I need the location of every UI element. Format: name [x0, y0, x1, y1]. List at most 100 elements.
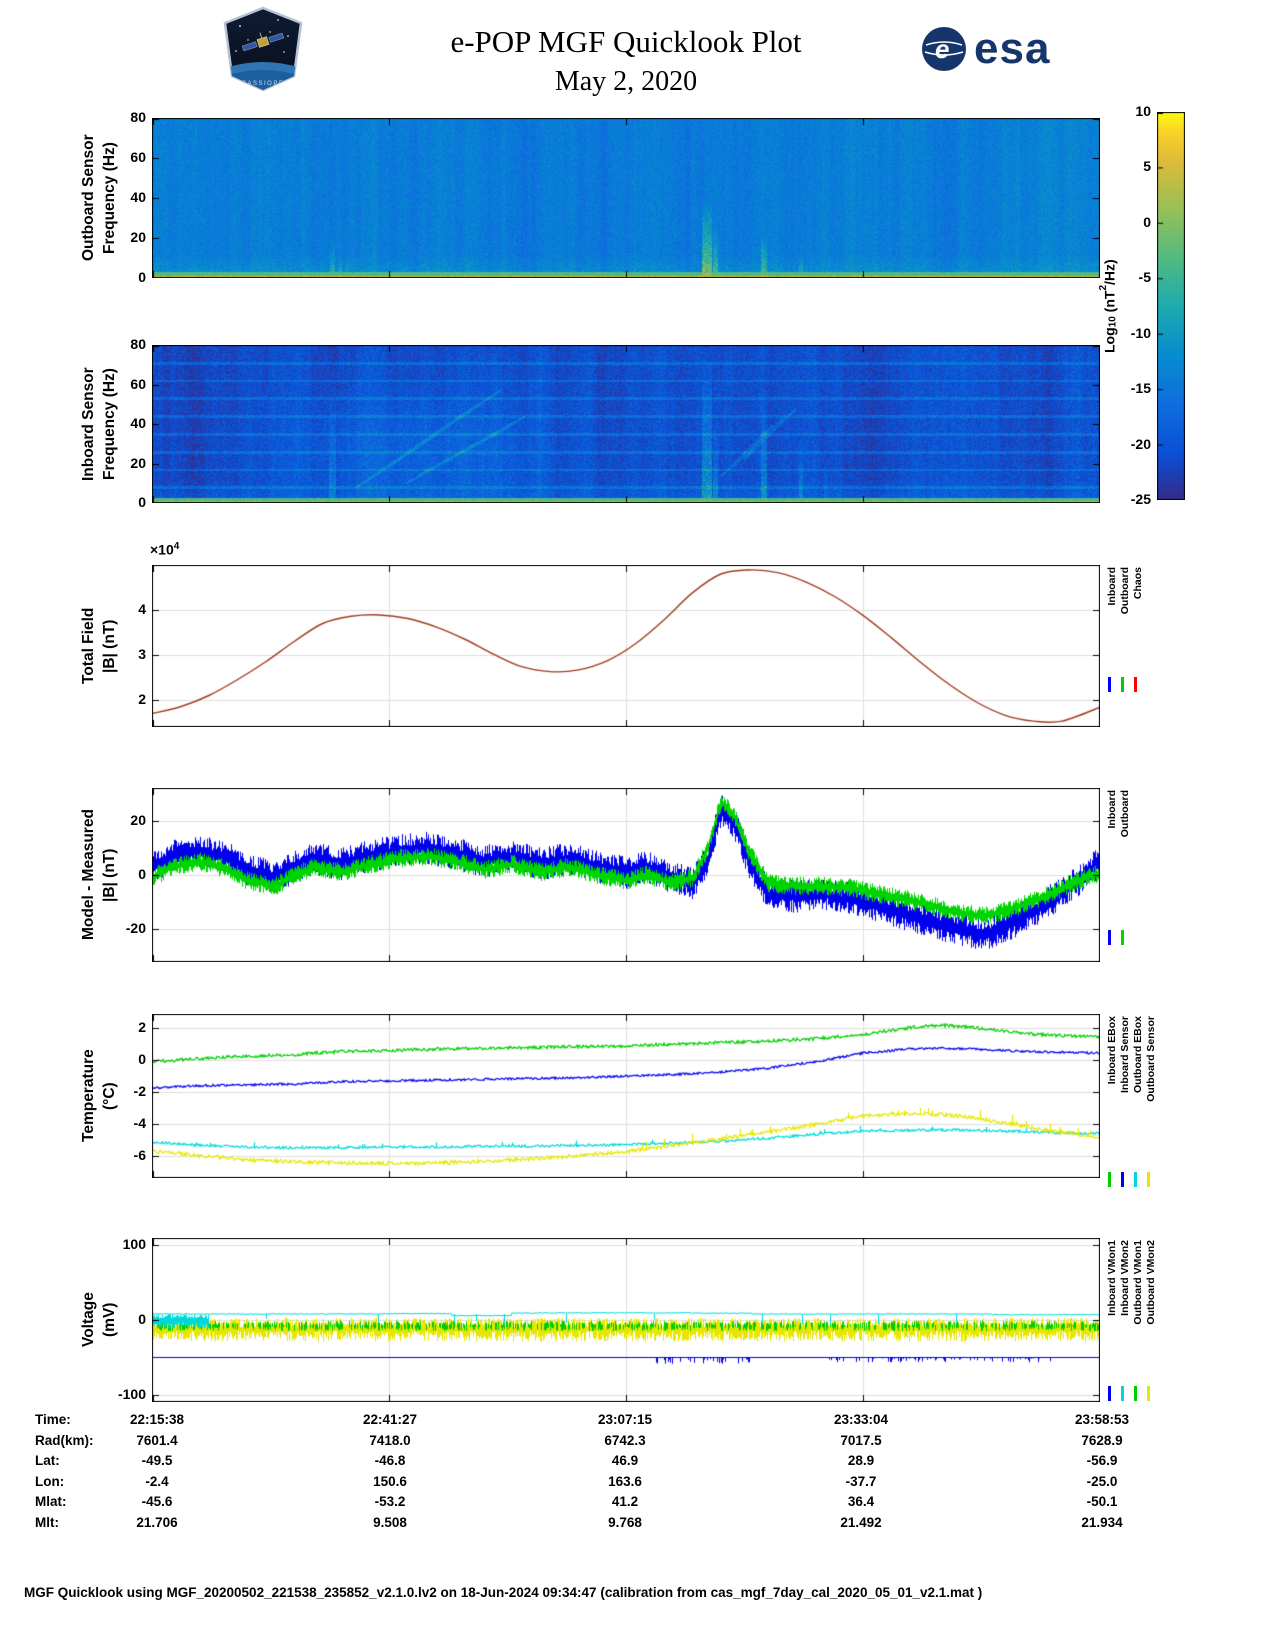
table-cell: 7418.0: [369, 1432, 411, 1448]
y-tick-label: -2: [133, 1083, 146, 1100]
table-cell: 7017.5: [840, 1432, 882, 1448]
legend-color-marker: [1108, 930, 1111, 945]
table-cell: 9.508: [373, 1515, 407, 1530]
page-title: e-POP MGF Quicklook Plot: [450, 24, 802, 59]
colorbar: 10 5 0 -5 -10 -15 -20 -25: [1131, 103, 1185, 507]
y-tick-label: 60: [130, 375, 146, 392]
cassiope-label: CASSIOPE: [242, 81, 285, 87]
figure-titles: e-POP MGF Quicklook Plot May 2, 2020: [0, 24, 1252, 98]
table-cell: 150.6: [373, 1473, 407, 1489]
plot-date: May 2, 2020: [554, 66, 698, 97]
table-cell: -25.0: [1086, 1473, 1118, 1489]
inboard-spectrogram-panel: 0 20 40 60 80: [130, 336, 1100, 510]
colorbar-tick-label: 10: [1135, 103, 1151, 119]
y-tick-label: 80: [130, 109, 146, 125]
legend-label: Chaos: [1132, 567, 1144, 600]
colorbar-label: Log10 (nT2/Hz): [1098, 259, 1119, 353]
table-cell: -49.5: [141, 1453, 173, 1469]
total-field-panel-canvas: [152, 565, 1100, 727]
legend-color-marker: [1108, 677, 1111, 692]
model-minus-measured-panel: -20 0 20 Inboard Outboard: [126, 788, 1131, 962]
legend-label: Outboard Sensor: [1145, 1016, 1157, 1102]
y-tick-label: 2: [138, 691, 146, 707]
y-tick-label: 3: [138, 646, 146, 662]
legend-color-marker: [1147, 1386, 1150, 1401]
table-cell: 9.768: [608, 1515, 642, 1530]
model-minus-measured-panel-canvas: [152, 788, 1100, 962]
legend-color-marker: [1134, 677, 1137, 692]
legend-color-marker: [1147, 1172, 1150, 1187]
table-row-label: Mlt:: [35, 1515, 59, 1530]
y-tick-label: 20: [130, 229, 146, 245]
table-cell: 28.9: [847, 1453, 875, 1469]
esa-logo: e esa: [920, 24, 1050, 74]
table-cell: 36.4: [847, 1494, 875, 1510]
table-cell: 23:07:15: [597, 1412, 653, 1427]
legend-label: Outboard VMon2: [1145, 1240, 1157, 1325]
footer-note: MGF Quicklook using MGF_20200502_221538_…: [24, 1585, 983, 1600]
y-tick-label: 0: [138, 1311, 146, 1327]
legend-color-marker: [1121, 1386, 1124, 1401]
outboard-spectrogram-panel: 0 20 40 60 80: [130, 109, 1100, 285]
legend-label: Inboard VMon2: [1119, 1240, 1131, 1316]
total-field-panel: 2 3 4 Inboard Outboard Chaos: [138, 565, 1144, 727]
table-cell: 7601.4: [136, 1432, 178, 1448]
y-tick-label: -100: [117, 1385, 146, 1402]
table-cell: -53.2: [374, 1494, 406, 1510]
legend-color-marker: [1108, 1386, 1111, 1401]
y-tick-label: -6: [133, 1146, 146, 1163]
table-cell: 6742.3: [604, 1432, 646, 1448]
inboard-spectrogram-panel-canvas: [152, 345, 1100, 503]
voltage-panel-canvas: [152, 1238, 1100, 1402]
table-row-label: Time:: [35, 1412, 71, 1427]
table-cell: 21.492: [840, 1515, 882, 1530]
temperature-panel-canvas: [152, 1014, 1100, 1178]
cassiope-mission-patch: CASSIOPE: [223, 6, 303, 92]
colorbar-tick-label: -25: [1130, 491, 1151, 507]
y-tick-label: -20: [125, 920, 146, 937]
outboard-spectrogram-panel-canvas: [152, 118, 1100, 278]
legend-label: Inboard: [1106, 567, 1118, 606]
colorbar-tick-label: 0: [1143, 213, 1151, 230]
table-row-label: Lon:: [35, 1473, 65, 1489]
table-cell: 7628.9: [1081, 1432, 1123, 1448]
legend-label: Inboard: [1106, 790, 1118, 829]
legend-color-marker: [1134, 1386, 1137, 1401]
table-cell: -50.1: [1086, 1494, 1118, 1510]
y-tick-label: 40: [130, 189, 146, 205]
colorbar-tick-label: -20: [1130, 435, 1151, 452]
table-cell: 23:58:53: [1074, 1412, 1130, 1427]
y-tick-label: 0: [138, 866, 146, 882]
y-tick-label: 40: [130, 415, 146, 431]
y-tick-label: 100: [122, 1236, 146, 1253]
legend-label: Outboard VMon1: [1132, 1240, 1144, 1325]
legend-label: Inboard Sensor: [1119, 1016, 1131, 1094]
table-cell: -56.9: [1086, 1453, 1118, 1469]
esa-emblem-icon: e: [922, 27, 966, 71]
colorbar-canvas: [1157, 112, 1185, 500]
table-cell: 46.9: [611, 1453, 639, 1469]
colorbar-tick-label: -5: [1138, 269, 1151, 286]
table-cell: 23:33:04: [833, 1412, 889, 1427]
table-cell: -2.4: [145, 1473, 169, 1489]
table-cell: 41.2: [611, 1494, 639, 1510]
temperature-panel: 2 0 -2 -4 -6 Inboard EBox Inboard Sensor Outboa…: [134, 1014, 1157, 1187]
table-row-label: Lat:: [35, 1453, 60, 1469]
table-cell: 22:41:27: [362, 1412, 418, 1427]
y-tick-label: 20: [130, 454, 146, 471]
legend-label: Outboard EBox: [1132, 1016, 1144, 1094]
colorbar-tick-label: 5: [1143, 158, 1151, 175]
y-tick-label: 0: [138, 494, 146, 510]
legend-color-marker: [1121, 677, 1124, 692]
table-row-label: Rad(km):: [35, 1432, 94, 1448]
table-cell: 22:15:38: [129, 1412, 185, 1427]
legend-color-marker: [1108, 1172, 1111, 1187]
colorbar-tick-label: -15: [1130, 380, 1151, 397]
legend-color-marker: [1121, 1172, 1124, 1187]
y-tick-label: 0: [138, 1051, 146, 1068]
colorbar-tick-label: -10: [1130, 324, 1151, 341]
table-row-label: Mlat:: [35, 1494, 67, 1510]
legend-label: Outboard: [1119, 790, 1131, 838]
y-tick-label: 2: [138, 1019, 146, 1036]
